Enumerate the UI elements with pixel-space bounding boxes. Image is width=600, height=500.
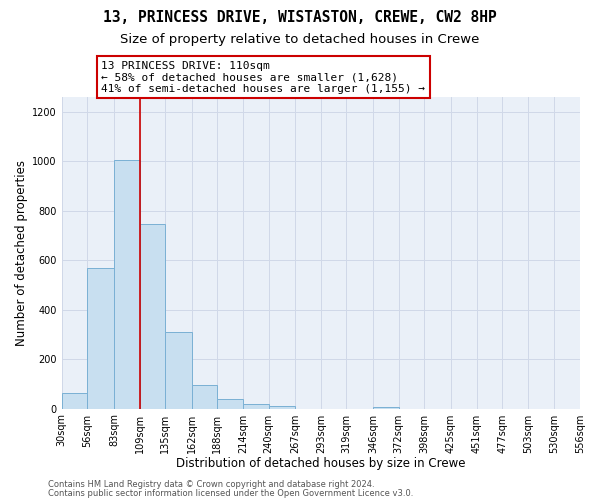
Text: Contains HM Land Registry data © Crown copyright and database right 2024.: Contains HM Land Registry data © Crown c… [48,480,374,489]
Bar [140,224,165,408]
Bar [165,332,192,408]
Bar [114,160,140,408]
Bar [87,268,114,408]
Bar [217,398,243,408]
Bar [62,392,87,408]
Text: Contains public sector information licensed under the Open Government Licence v3: Contains public sector information licen… [48,488,413,498]
Bar [243,404,269,408]
Text: Size of property relative to detached houses in Crewe: Size of property relative to detached ho… [121,32,479,46]
Y-axis label: Number of detached properties: Number of detached properties [15,160,28,346]
Bar [269,406,295,408]
X-axis label: Distribution of detached houses by size in Crewe: Distribution of detached houses by size … [176,457,466,470]
Bar [192,385,217,408]
Text: 13, PRINCESS DRIVE, WISTASTON, CREWE, CW2 8HP: 13, PRINCESS DRIVE, WISTASTON, CREWE, CW… [103,10,497,25]
Text: 13 PRINCESS DRIVE: 110sqm
← 58% of detached houses are smaller (1,628)
41% of se: 13 PRINCESS DRIVE: 110sqm ← 58% of detac… [101,60,425,94]
